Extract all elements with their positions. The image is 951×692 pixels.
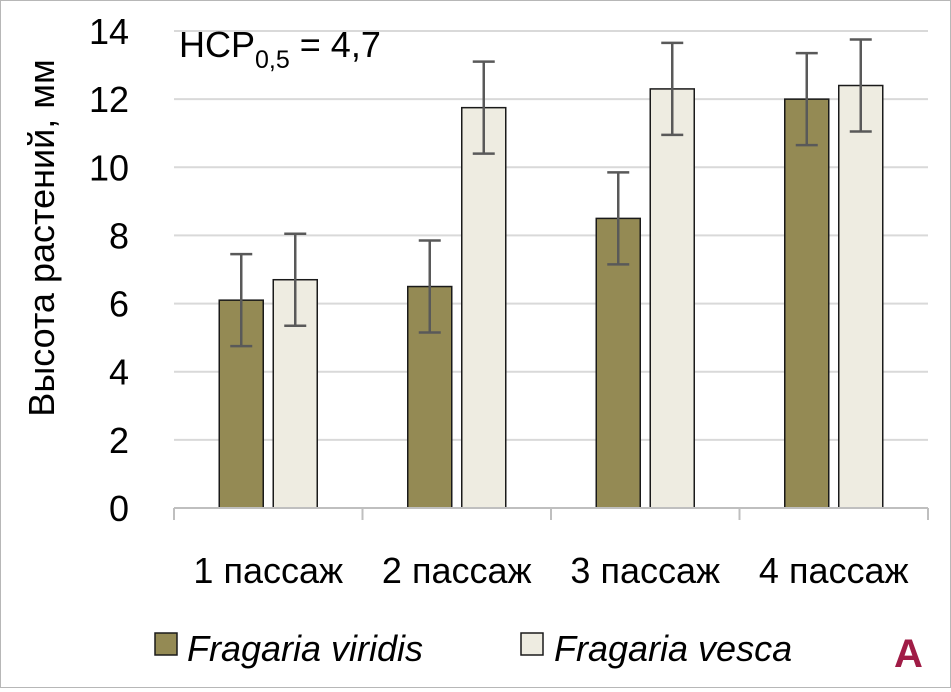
x-tick-labels: 1 пассаж 2 пассаж 3 пассаж 4 пассаж xyxy=(193,550,908,591)
bar-fragaria-vesca-4 xyxy=(838,84,884,509)
y-tick-label-2: 2 xyxy=(109,420,129,461)
y-tick-label-0: 0 xyxy=(109,488,129,529)
x-axis xyxy=(173,507,929,520)
legend: Fragaria viridis Fragaria vesca xyxy=(154,628,792,669)
x-tick-label-3: 3 пассаж xyxy=(570,550,720,591)
lsd-prefix: НСР xyxy=(179,24,255,65)
y-tick-label-10: 10 xyxy=(89,147,129,188)
y-tick-label-6: 6 xyxy=(109,284,129,325)
bars xyxy=(218,84,884,509)
y-axis-label: Высота растений, мм xyxy=(21,59,62,416)
x-tick-label-4: 4 пассаж xyxy=(759,550,909,591)
x-tick-label-1: 1 пассаж xyxy=(193,550,343,591)
lsd-suffix: = 4,7 xyxy=(290,24,381,65)
legend-swatch-fragaria-viridis xyxy=(154,632,178,656)
x-tick-label-2: 2 пассаж xyxy=(382,550,532,591)
y-tick-label-14: 14 xyxy=(89,11,129,52)
legend-label-fragaria-viridis: Fragaria viridis xyxy=(187,628,423,669)
lsd-annotation: НСР0,5 = 4,7 xyxy=(179,24,381,74)
bar-fragaria-viridis-3 xyxy=(595,217,641,509)
y-tick-label-4: 4 xyxy=(109,352,129,393)
legend-swatch-fragaria-vesca xyxy=(520,632,544,656)
y-tick-label-12: 12 xyxy=(89,79,129,120)
y-tick-label-8: 8 xyxy=(109,215,129,256)
panel-label: A xyxy=(894,632,923,676)
legend-label-fragaria-vesca: Fragaria vesca xyxy=(554,628,792,669)
bar-fragaria-vesca-2 xyxy=(461,106,507,509)
lsd-subscript: 0,5 xyxy=(255,46,290,74)
error-bars xyxy=(230,38,872,348)
bar-fragaria-vesca-3 xyxy=(649,88,695,509)
y-tick-labels: 0 2 4 6 8 10 12 14 xyxy=(89,11,129,529)
bar-fragaria-viridis-4 xyxy=(784,98,830,509)
